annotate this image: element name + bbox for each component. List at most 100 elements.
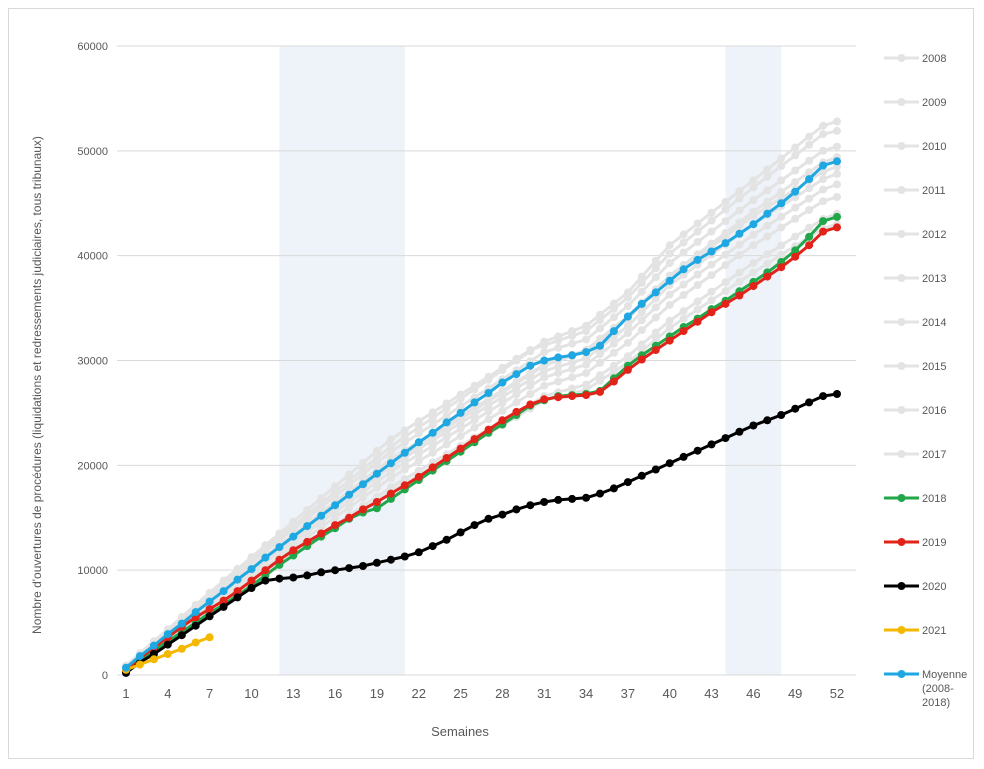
data-point bbox=[735, 240, 744, 249]
data-point bbox=[400, 481, 409, 490]
data-point bbox=[749, 421, 758, 430]
data-point bbox=[163, 630, 172, 639]
legend-label: 2017 bbox=[922, 449, 946, 461]
data-point bbox=[526, 390, 535, 398]
data-point bbox=[637, 326, 646, 335]
legend-item-2012: 2012 bbox=[884, 229, 946, 241]
x-tick-31: 31 bbox=[537, 686, 551, 701]
data-point bbox=[833, 117, 841, 126]
data-point bbox=[819, 161, 828, 170]
data-point bbox=[609, 327, 618, 336]
data-point bbox=[707, 440, 716, 449]
data-point bbox=[372, 446, 381, 455]
data-point bbox=[345, 490, 354, 499]
legend-label: 2012 bbox=[922, 229, 946, 241]
data-point bbox=[805, 175, 814, 184]
data-point bbox=[331, 521, 340, 530]
data-point bbox=[679, 314, 688, 323]
series-line-2020 bbox=[125, 392, 838, 675]
data-point bbox=[428, 420, 437, 429]
series-line-moyenne-2008-2018 bbox=[125, 159, 838, 669]
data-point bbox=[665, 241, 674, 250]
data-point bbox=[735, 187, 744, 195]
data-point bbox=[777, 199, 786, 208]
data-point bbox=[707, 227, 716, 236]
data-point bbox=[819, 146, 828, 155]
data-point bbox=[345, 513, 354, 522]
series-line-2009 bbox=[125, 129, 838, 667]
data-point bbox=[749, 183, 758, 192]
data-point bbox=[679, 452, 688, 461]
data-point bbox=[805, 168, 814, 177]
data-point bbox=[651, 264, 660, 273]
data-point bbox=[763, 186, 772, 195]
data-point bbox=[275, 529, 284, 538]
data-point bbox=[805, 398, 814, 407]
data-point bbox=[177, 644, 186, 653]
data-point bbox=[484, 372, 493, 381]
data-point bbox=[400, 552, 409, 561]
data-point bbox=[414, 423, 423, 432]
data-point bbox=[735, 194, 744, 203]
data-point bbox=[428, 408, 437, 417]
legend-label: 2019 bbox=[922, 537, 946, 549]
data-point bbox=[679, 248, 688, 257]
data-point bbox=[414, 438, 423, 447]
data-point bbox=[693, 238, 702, 246]
data-point bbox=[679, 238, 688, 247]
legend-marker bbox=[897, 98, 906, 106]
legend-item-2018: 2018 bbox=[884, 493, 946, 505]
data-point bbox=[805, 232, 814, 241]
legend-label: 2016 bbox=[922, 405, 946, 417]
data-point bbox=[303, 537, 312, 546]
data-point bbox=[833, 169, 841, 178]
data-point bbox=[805, 241, 814, 250]
data-point bbox=[763, 250, 772, 259]
data-point bbox=[763, 416, 772, 425]
y-axis-ticks: 0 10000 20000 30000 40000 50000 60000 bbox=[77, 41, 108, 682]
data-point bbox=[763, 221, 772, 230]
data-point bbox=[777, 223, 786, 232]
data-point bbox=[317, 494, 326, 503]
data-point bbox=[233, 575, 242, 584]
legend-item-2011: 2011 bbox=[884, 185, 946, 197]
data-point bbox=[651, 328, 660, 337]
data-point bbox=[791, 246, 800, 255]
data-point bbox=[805, 194, 814, 203]
data-point bbox=[540, 395, 549, 404]
data-point bbox=[568, 373, 577, 382]
data-point bbox=[456, 432, 465, 440]
data-point bbox=[791, 187, 800, 196]
data-point bbox=[359, 480, 367, 489]
data-point bbox=[749, 268, 758, 277]
data-point bbox=[219, 602, 228, 611]
x-tick-43: 43 bbox=[704, 686, 718, 701]
data-point bbox=[484, 425, 493, 434]
y-tick-30000: 30000 bbox=[77, 356, 108, 368]
plot-area bbox=[122, 117, 841, 677]
legend-label: Moyenne (2008-2018) bbox=[922, 669, 967, 709]
data-point bbox=[317, 568, 326, 577]
data-point bbox=[805, 132, 814, 141]
data-point bbox=[554, 369, 563, 378]
legend-marker bbox=[897, 626, 906, 634]
data-point bbox=[651, 335, 660, 344]
data-point bbox=[386, 555, 395, 564]
data-point bbox=[623, 352, 632, 361]
data-point bbox=[470, 435, 479, 444]
data-point bbox=[386, 435, 395, 444]
data-point bbox=[819, 217, 828, 226]
data-point bbox=[721, 299, 730, 308]
data-point bbox=[596, 358, 604, 367]
data-point bbox=[819, 197, 828, 206]
x-tick-10: 10 bbox=[244, 686, 258, 701]
data-point bbox=[526, 381, 535, 390]
data-point bbox=[540, 381, 549, 390]
data-point bbox=[428, 441, 437, 450]
series-line-2008 bbox=[125, 120, 838, 668]
data-point bbox=[442, 399, 451, 408]
data-point bbox=[679, 280, 688, 289]
data-point bbox=[456, 408, 465, 417]
data-point bbox=[386, 447, 395, 456]
data-point bbox=[261, 576, 270, 585]
